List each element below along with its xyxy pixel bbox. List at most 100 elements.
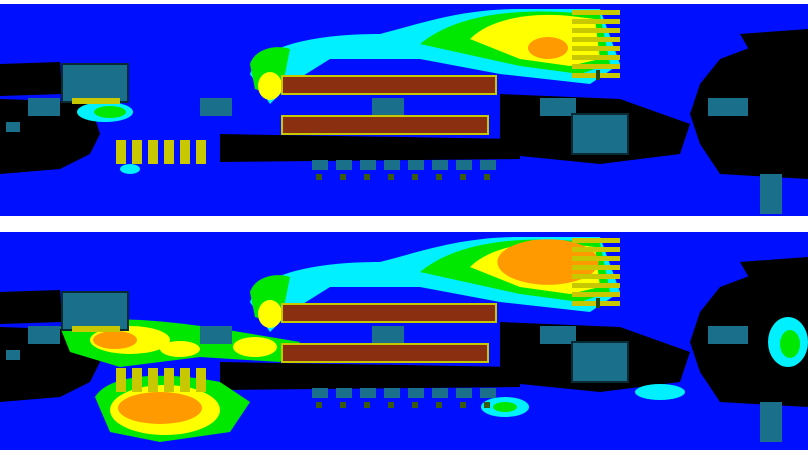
vent-slat bbox=[164, 368, 174, 392]
equipment-block bbox=[372, 98, 404, 116]
equipment-block bbox=[571, 113, 629, 155]
contour-core-orange bbox=[93, 331, 137, 349]
louver-slat bbox=[572, 274, 620, 279]
louver-slat bbox=[572, 37, 620, 42]
contour-band-green bbox=[94, 106, 126, 118]
vent-slat bbox=[196, 140, 206, 164]
vent-slat bbox=[164, 140, 174, 164]
floor-unit-foot bbox=[340, 174, 346, 180]
equipment-block bbox=[28, 326, 60, 344]
contour-band-yellow bbox=[233, 337, 277, 357]
louver-slat bbox=[572, 256, 620, 261]
louver-slat bbox=[572, 28, 620, 33]
equipment-block bbox=[61, 291, 129, 331]
floor-unit bbox=[408, 160, 424, 170]
floor-unit-foot bbox=[388, 402, 394, 408]
heater-bar bbox=[281, 303, 497, 323]
contour-band-yellow bbox=[258, 72, 282, 100]
equipment-block bbox=[372, 326, 404, 344]
contour-band-cyan bbox=[635, 384, 685, 400]
contour-band-yellow bbox=[258, 300, 282, 328]
floor-unit bbox=[384, 160, 400, 170]
void-region bbox=[0, 290, 62, 324]
vent-slat bbox=[148, 368, 158, 392]
floor-unit-foot bbox=[316, 402, 322, 408]
contour-band-cyan bbox=[120, 164, 140, 174]
floor-unit-foot bbox=[412, 402, 418, 408]
void-region bbox=[220, 362, 520, 390]
equipment-block bbox=[200, 326, 232, 344]
heater-bar bbox=[281, 75, 497, 95]
contour-plot-bottom bbox=[0, 232, 808, 450]
louver-slat bbox=[572, 19, 620, 24]
louver-slat bbox=[572, 283, 620, 288]
contour-panel-top bbox=[0, 4, 808, 216]
equipment-block bbox=[6, 122, 20, 132]
floor-unit bbox=[432, 388, 448, 398]
vent-slat bbox=[180, 140, 190, 164]
louver-slat bbox=[572, 238, 620, 243]
floor-unit-foot bbox=[388, 174, 394, 180]
void-region bbox=[0, 99, 100, 174]
void-region bbox=[740, 257, 808, 297]
floor-unit-foot bbox=[412, 174, 418, 180]
equipment-base bbox=[72, 326, 120, 332]
floor-unit-foot bbox=[460, 402, 466, 408]
vent-slat bbox=[132, 368, 142, 392]
floor-unit bbox=[456, 388, 472, 398]
floor-unit-foot bbox=[364, 174, 370, 180]
louver-post bbox=[596, 298, 600, 308]
contour-band-yellow bbox=[160, 341, 200, 357]
vent-slat bbox=[148, 140, 158, 164]
equipment-block bbox=[571, 341, 629, 383]
equipment-block bbox=[6, 350, 20, 360]
floor-unit bbox=[336, 388, 352, 398]
equipment-block bbox=[200, 98, 232, 116]
contour-band-green bbox=[493, 402, 517, 412]
contour-core-orange bbox=[118, 392, 202, 424]
floor-unit-foot bbox=[340, 402, 346, 408]
panel-separator bbox=[0, 216, 808, 232]
louver-slat bbox=[572, 46, 620, 51]
equipment-base bbox=[72, 98, 120, 104]
floor-unit bbox=[336, 160, 352, 170]
floor-unit bbox=[432, 160, 448, 170]
equipment-block bbox=[708, 98, 748, 116]
equipment-block bbox=[28, 98, 60, 116]
vent-slat bbox=[116, 140, 126, 164]
floor-unit bbox=[312, 388, 328, 398]
heater-bar bbox=[281, 115, 489, 135]
equipment-block bbox=[61, 63, 129, 103]
floor-unit bbox=[312, 160, 328, 170]
equipment-block bbox=[760, 174, 782, 214]
floor-unit bbox=[480, 388, 496, 398]
louver-post bbox=[596, 70, 600, 80]
equipment-block bbox=[708, 326, 748, 344]
void-region bbox=[0, 62, 62, 96]
floor-unit bbox=[360, 388, 376, 398]
vent-slat bbox=[132, 140, 142, 164]
floor-unit-foot bbox=[484, 174, 490, 180]
floor-unit bbox=[408, 388, 424, 398]
louver-slat bbox=[572, 10, 620, 15]
contour-core-orange bbox=[528, 37, 568, 59]
contour-plot-top bbox=[0, 4, 808, 216]
void-region bbox=[740, 29, 808, 69]
equipment-block bbox=[540, 98, 576, 116]
floor-unit bbox=[456, 160, 472, 170]
void-region bbox=[220, 134, 520, 162]
floor-unit-foot bbox=[484, 402, 490, 408]
floor-unit bbox=[384, 388, 400, 398]
floor-unit-foot bbox=[436, 402, 442, 408]
vent-slat bbox=[180, 368, 190, 392]
vent-slat bbox=[196, 368, 206, 392]
louver-slat bbox=[572, 64, 620, 69]
equipment-block bbox=[540, 326, 576, 344]
floor-unit-foot bbox=[460, 174, 466, 180]
contour-band-green bbox=[780, 330, 800, 358]
louver-slat bbox=[572, 265, 620, 270]
louver-slat bbox=[572, 292, 620, 297]
floor-unit bbox=[480, 160, 496, 170]
vent-slat bbox=[116, 368, 126, 392]
contour-panel-bottom bbox=[0, 232, 808, 450]
